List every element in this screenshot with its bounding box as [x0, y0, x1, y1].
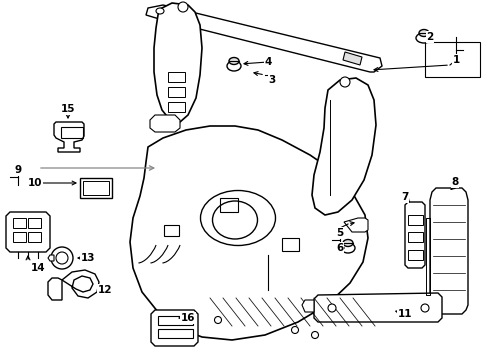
Bar	[28, 232, 41, 242]
Circle shape	[56, 252, 68, 264]
Polygon shape	[150, 115, 180, 132]
Text: 3: 3	[268, 75, 275, 85]
Circle shape	[51, 247, 73, 269]
Text: 9: 9	[15, 165, 21, 175]
Polygon shape	[48, 278, 62, 300]
Polygon shape	[311, 78, 375, 215]
Text: 13: 13	[81, 253, 95, 263]
Bar	[168, 72, 184, 82]
Circle shape	[311, 332, 318, 338]
Polygon shape	[54, 122, 84, 152]
Bar	[13, 218, 26, 228]
Bar	[158, 316, 193, 325]
Polygon shape	[404, 202, 424, 268]
Circle shape	[291, 327, 298, 333]
Polygon shape	[151, 310, 198, 346]
Polygon shape	[302, 300, 313, 312]
Bar	[83, 181, 109, 195]
Text: 16: 16	[181, 313, 195, 323]
Bar	[282, 238, 298, 251]
Polygon shape	[130, 126, 367, 340]
Bar	[220, 198, 238, 212]
Circle shape	[327, 304, 335, 312]
Bar	[158, 329, 193, 338]
Bar	[168, 87, 184, 97]
Text: 10: 10	[28, 178, 42, 188]
Text: 14: 14	[31, 263, 45, 273]
Polygon shape	[343, 218, 367, 232]
Polygon shape	[313, 293, 441, 322]
Circle shape	[420, 304, 428, 312]
Circle shape	[178, 2, 187, 12]
Bar	[13, 232, 26, 242]
Bar	[424, 42, 479, 77]
Text: 1: 1	[451, 55, 459, 65]
Polygon shape	[62, 270, 99, 298]
Text: 12: 12	[98, 285, 112, 295]
Ellipse shape	[342, 239, 352, 247]
Bar	[61, 127, 83, 138]
Polygon shape	[342, 52, 361, 65]
Bar	[28, 218, 41, 228]
Polygon shape	[429, 188, 467, 314]
Ellipse shape	[228, 58, 239, 64]
Ellipse shape	[200, 190, 275, 246]
Circle shape	[339, 77, 349, 87]
Polygon shape	[48, 255, 54, 261]
Ellipse shape	[226, 61, 241, 71]
Bar	[407, 250, 422, 260]
Ellipse shape	[156, 8, 163, 14]
Text: 7: 7	[401, 192, 408, 202]
Text: 4: 4	[264, 57, 271, 67]
Polygon shape	[154, 3, 202, 122]
Ellipse shape	[212, 201, 257, 239]
Text: 15: 15	[61, 104, 75, 114]
Ellipse shape	[340, 243, 354, 253]
Ellipse shape	[418, 30, 428, 36]
Ellipse shape	[415, 33, 431, 43]
Bar	[407, 232, 422, 242]
Polygon shape	[146, 5, 381, 72]
Bar	[163, 225, 179, 236]
Polygon shape	[6, 212, 50, 252]
Bar	[80, 178, 112, 198]
Bar	[407, 215, 422, 225]
Text: 5: 5	[336, 228, 343, 238]
Text: 11: 11	[397, 309, 411, 319]
Bar	[168, 102, 184, 112]
Text: 6: 6	[336, 243, 343, 253]
Text: 2: 2	[426, 32, 433, 42]
Circle shape	[214, 316, 221, 324]
Text: 8: 8	[450, 177, 458, 187]
